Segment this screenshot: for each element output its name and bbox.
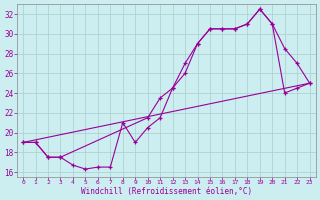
X-axis label: Windchill (Refroidissement éolien,°C): Windchill (Refroidissement éolien,°C): [81, 187, 252, 196]
